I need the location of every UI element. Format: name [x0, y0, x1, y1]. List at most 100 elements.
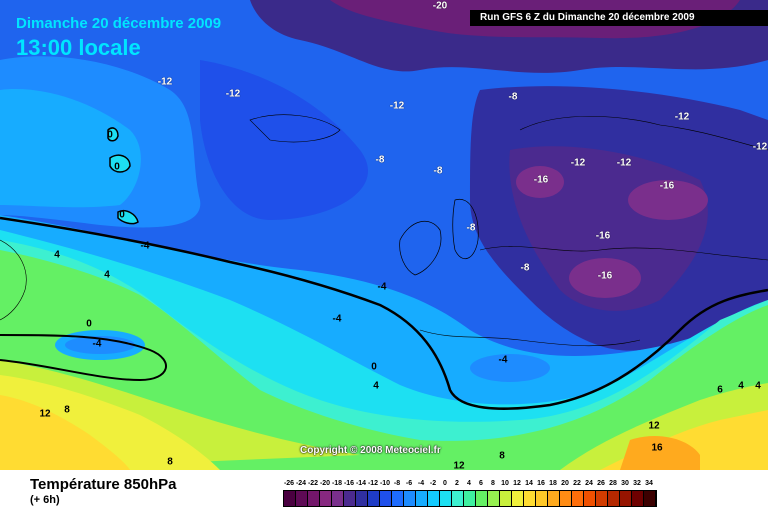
- scale-tick-label: -20: [319, 480, 331, 487]
- isotherm-label: 0: [107, 129, 113, 141]
- legend-footer: Température 850hPa (+ 6h) -26 -24 -22 -20 -1…: [0, 470, 768, 512]
- isotherm-label: -8: [466, 222, 476, 234]
- scale-swatch: [452, 491, 464, 506]
- temperature-map: Dimanche 20 décembre 2009 13:00 locale R…: [0, 0, 768, 470]
- isotherm-label: 0: [119, 209, 125, 221]
- isotherm-label: -4: [332, 313, 342, 325]
- isotherm-label: -16: [597, 270, 613, 282]
- scale-tick-label: 26: [597, 480, 605, 487]
- scale-tick-label: -24: [295, 480, 307, 487]
- isotherm-label: 12: [648, 420, 660, 432]
- isotherm-label: -4: [140, 240, 150, 252]
- scale-swatch: [524, 491, 536, 506]
- isotherm-label: 4: [54, 249, 60, 261]
- isotherm-label: 4: [373, 380, 379, 392]
- isotherm-label: -12: [225, 88, 241, 100]
- scale-swatch: [344, 491, 356, 506]
- run-info-box: Run GFS 6 Z du Dimanche 20 décembre 2009: [470, 10, 768, 26]
- scale-swatch: [428, 491, 440, 506]
- map-fields: [0, 0, 768, 470]
- scale-swatch: [320, 491, 332, 506]
- isotherm-label: -8: [520, 262, 530, 274]
- scale-tick-label: 8: [491, 480, 495, 487]
- scale-swatch: [476, 491, 488, 506]
- scale-swatch: [596, 491, 608, 506]
- scale-swatch: [284, 491, 296, 506]
- scale-swatch: [500, 491, 512, 506]
- scale-swatch: [356, 491, 368, 506]
- isotherm-label: -8: [375, 154, 385, 166]
- isotherm-label: 8: [64, 404, 70, 416]
- scale-swatch: [608, 491, 620, 506]
- isotherm-label: 4: [104, 269, 110, 281]
- isotherm-label: -4: [377, 281, 387, 293]
- scale-tick-label: 28: [609, 480, 617, 487]
- scale-tick-label: 4: [467, 480, 471, 487]
- scale-tick-label: 2: [455, 480, 459, 487]
- isotherm-label: -16: [595, 230, 611, 242]
- isotherm-label: -8: [433, 165, 443, 177]
- legend-subtitle: (+ 6h): [30, 494, 60, 506]
- isotherm-label: 8: [167, 456, 173, 468]
- scale-swatch: [644, 491, 656, 506]
- scale-tick-label: 30: [621, 480, 629, 487]
- scale-swatch: [404, 491, 416, 506]
- scale-swatch: [584, 491, 596, 506]
- isotherm-label: -16: [533, 174, 549, 186]
- scale-tick-label: -18: [331, 480, 343, 487]
- copyright-text: Copyright © 2008 Meteociel.fr: [300, 445, 441, 456]
- isotherm-label: 0: [86, 318, 92, 330]
- scale-tick-label: -4: [417, 480, 425, 487]
- isotherm-label: -16: [659, 180, 675, 192]
- scale-tick-label: -12: [367, 480, 379, 487]
- scale-swatch: [512, 491, 524, 506]
- scale-swatch: [620, 491, 632, 506]
- scale-tick-label: -10: [379, 480, 391, 487]
- time-title: 13:00 locale: [16, 35, 141, 60]
- scale-swatch: [296, 491, 308, 506]
- isotherm-label: -12: [389, 100, 405, 112]
- scale-tick-label: 20: [561, 480, 569, 487]
- scale-tick-label: -14: [355, 480, 367, 487]
- scale-tick-label: 32: [633, 480, 641, 487]
- date-title: Dimanche 20 décembre 2009: [16, 15, 222, 32]
- scale-swatch: [368, 491, 380, 506]
- isotherm-label: 12: [453, 460, 465, 471]
- scale-swatch: [560, 491, 572, 506]
- scale-tick-label: 16: [537, 480, 545, 487]
- scale-tick-label: 24: [585, 480, 593, 487]
- scale-swatch: [548, 491, 560, 506]
- isotherm-label: -12: [752, 141, 768, 153]
- scale-tick-label: 0: [443, 480, 447, 487]
- scale-swatch: [488, 491, 500, 506]
- scale-tick-label: 6: [479, 480, 483, 487]
- scale-swatch: [308, 491, 320, 506]
- scale-tick-label: -2: [429, 480, 437, 487]
- scale-swatch: [440, 491, 452, 506]
- scale-swatch: [416, 491, 428, 506]
- scale-swatch: [572, 491, 584, 506]
- scale-swatch: [464, 491, 476, 506]
- isotherm-label: -4: [498, 354, 508, 366]
- scale-tick-label: -22: [307, 480, 319, 487]
- isotherm-label: 6: [717, 384, 723, 396]
- isotherm-label: 4: [755, 380, 761, 392]
- isotherm-label: 16: [651, 442, 663, 454]
- scale-tick-label: 18: [549, 480, 557, 487]
- scale-tick-label: 12: [513, 480, 521, 487]
- scale-swatch: [332, 491, 344, 506]
- scale-tick-label: 22: [573, 480, 581, 487]
- legend-title: Température 850hPa: [30, 476, 177, 493]
- scale-tick-label: 34: [645, 480, 653, 487]
- scale-tick-label: 14: [525, 480, 533, 487]
- scale-tick-label: 10: [501, 480, 509, 487]
- isotherm-label: -4: [92, 338, 102, 350]
- isotherm-label: 0: [114, 161, 120, 173]
- isotherm-label: 8: [499, 450, 505, 462]
- isotherm-label: -12: [157, 76, 173, 88]
- isotherm-label: -20: [432, 0, 448, 12]
- scale-swatch: [536, 491, 548, 506]
- scale-swatch: [392, 491, 404, 506]
- isotherm-label: 12: [39, 408, 51, 420]
- color-scale-bar: [283, 490, 657, 507]
